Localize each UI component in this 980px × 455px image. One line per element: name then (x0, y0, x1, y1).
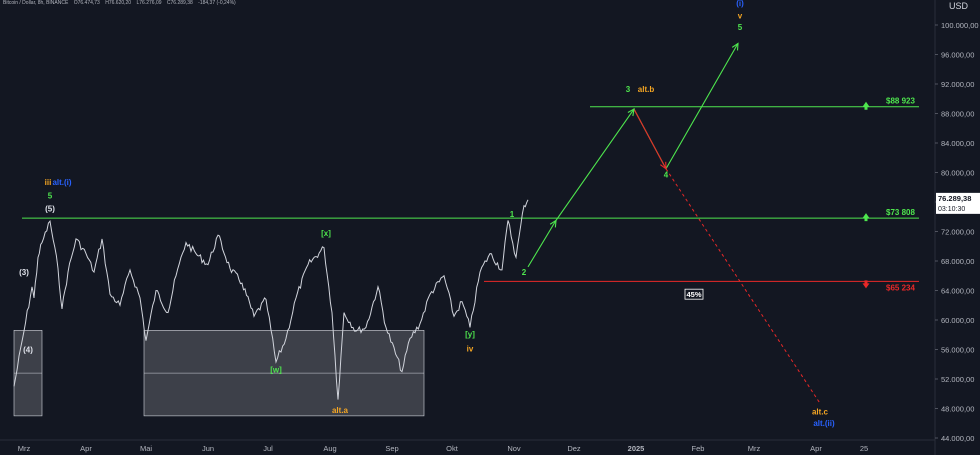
wave-label-3: (5) (45, 205, 55, 214)
y-tick-label: 68.000,00 (941, 257, 974, 266)
level-arrow-down-icon (862, 280, 870, 289)
level-arrow-up-icon (862, 213, 870, 222)
level-arrow-up-icon (862, 101, 870, 110)
x-tick-label: Nov (507, 444, 521, 453)
y-tick-label: 44.000,00 (941, 434, 974, 443)
y-tick-label: 64.000,00 (941, 287, 974, 296)
wave-label-13: 3 (626, 85, 631, 94)
price-axis[interactable]: 44.000,00 48.000,00 52.000,00 56.000,00 60.0… (934, 0, 979, 455)
wave-label-8: alt.a (332, 406, 349, 415)
wave-label-9: [y] (465, 330, 475, 339)
y-tick-label: 88.000,00 (941, 110, 974, 119)
wave-label-1: alt.(i) (52, 178, 71, 187)
level-label-1: $73 808 (886, 208, 915, 217)
chart-header: Bitcoin / Dollar, 8h, BINANCE O76.474,73… (3, 0, 240, 6)
price-line (13, 199, 529, 400)
wave-label-15: 4 (664, 171, 669, 180)
projection-red-dashed-path (665, 168, 821, 404)
projection-green-arrow-1 (549, 219, 557, 228)
projection-red-arrow (660, 161, 667, 170)
wave-label-12: 2 (522, 268, 527, 277)
price-box-value: 76.289,38 (938, 194, 971, 203)
wave-label-0: iii (45, 178, 52, 187)
x-tick-label: Dez (567, 444, 581, 453)
high-value: H76.620,20 (105, 0, 132, 6)
y-tick-label: 56.000,00 (941, 346, 974, 355)
x-tick-label: Okt (446, 444, 459, 453)
x-tick-label: Feb (692, 444, 705, 453)
x-tick-label: Apr (80, 444, 92, 453)
x-tick-label: Aug (323, 444, 336, 453)
wave-label-2: 5 (48, 191, 53, 200)
wave-label-20: alt.(ii) (813, 419, 835, 428)
y-tick-label: 48.000,00 (941, 405, 974, 414)
close-value: C76.289,38 (166, 0, 193, 6)
x-tick-label: 2025 (628, 444, 645, 453)
y-tick-label: 96.000,00 (941, 51, 974, 60)
wave-label-6: [x] (321, 229, 331, 238)
projection-green-arrow-2 (627, 108, 635, 117)
wave-label-17: v (738, 11, 743, 20)
projection-green-path (527, 43, 739, 268)
annotation-box (684, 288, 704, 300)
wave-label-11: 1 (510, 210, 515, 219)
y-tick-label: 72.000,00 (941, 228, 974, 237)
projection-paths (527, 42, 821, 404)
annotation-label: 45% (686, 290, 701, 299)
wave-label-7: [w] (270, 365, 282, 374)
x-tick-label: Mai (140, 444, 152, 453)
time-axis[interactable]: Mrz Apr Mai Jun Jul Aug Sep Okt Nov Dez 2025 Feb Mrz… (0, 439, 935, 453)
x-tick-label: Jul (263, 444, 273, 453)
x-tick-label: 25 (860, 444, 868, 453)
price-series (13, 199, 529, 400)
y-tick-label: 92.000,00 (941, 80, 974, 89)
wave-label-10: iv (467, 345, 474, 354)
y-tick-label: 100.000,00 (941, 21, 979, 30)
wave-label-18: 5 (738, 23, 743, 32)
wave-label-19: alt.c (812, 407, 829, 416)
wave-label-14: alt.b (638, 85, 655, 94)
level-label-0: $88 923 (886, 97, 915, 106)
open-value: O76.474,73 (73, 0, 100, 6)
projection-green-arrow-4 (731, 42, 739, 51)
current-price-marker: 76.289,38 03:10:30 (936, 192, 980, 214)
currency-label[interactable]: USD (948, 1, 968, 11)
price-box (936, 192, 980, 214)
horizontal-levels: $88 923 $73 808 $65 234 (22, 97, 919, 292)
x-tick-label: Mrz (18, 444, 31, 453)
x-tick-label: Jun (202, 444, 214, 453)
y-tick-label: 84.000,00 (941, 139, 974, 148)
price-box-countdown: 03:10:30 (938, 206, 965, 213)
x-tick-label: Apr (810, 444, 822, 453)
wave-label-4: (3) (19, 268, 29, 277)
level-label-2: $65 234 (886, 283, 915, 292)
wave-label-5: (4) (23, 345, 33, 354)
symbol-label: Bitcoin / Dollar, 8h, BINANCE (3, 0, 69, 6)
x-tick-label: Sep (385, 444, 398, 453)
x-tick-label: Mrz (748, 444, 761, 453)
change-value: -184,37 (-0,24%) (198, 0, 236, 6)
low-value: L76.276,09 (136, 0, 162, 6)
y-tick-label: 52.000,00 (941, 375, 974, 384)
wave-label-16: (i) (736, 0, 744, 8)
range-rectangles (13, 330, 425, 417)
projection-red-path (633, 108, 667, 170)
y-tick-label: 80.000,00 (941, 169, 974, 178)
y-tick-label: 60.000,00 (941, 316, 974, 325)
